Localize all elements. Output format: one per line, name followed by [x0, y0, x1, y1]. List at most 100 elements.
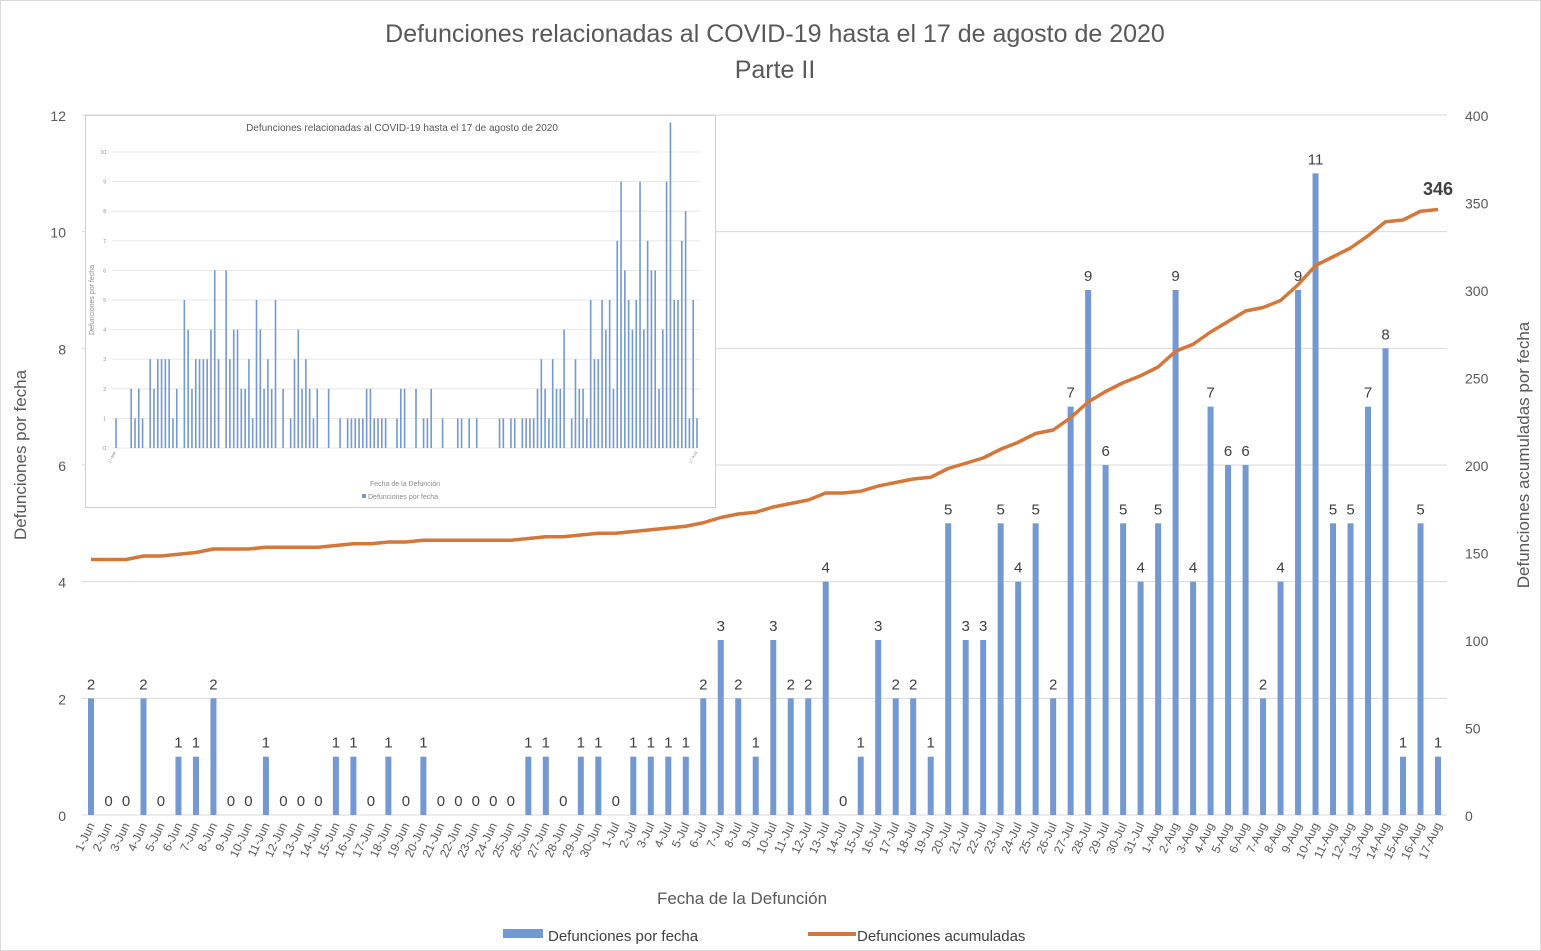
inset-bar	[403, 388, 406, 448]
inset-bar	[115, 418, 117, 448]
bar	[857, 756, 864, 815]
bar	[997, 523, 1004, 815]
bar	[735, 698, 742, 815]
inset-bar	[153, 388, 155, 448]
bar	[1382, 348, 1389, 815]
bar-value-label: 2	[804, 676, 812, 693]
bar	[927, 756, 934, 815]
inset-bar	[156, 359, 159, 448]
bar	[192, 756, 199, 815]
bar	[1365, 406, 1372, 815]
inset-bar	[597, 359, 600, 448]
inset-bar	[312, 418, 315, 448]
bar	[1190, 581, 1197, 815]
bar-value-label: 3	[979, 618, 987, 635]
inset-bar	[498, 418, 501, 448]
inset-bar	[168, 359, 170, 448]
inset-bar	[601, 300, 603, 448]
bar-value-label: 1	[752, 735, 760, 752]
bar	[88, 698, 94, 815]
legend-line-label: Defunciones acumuladas	[857, 928, 1025, 945]
y-tick-label: 10	[50, 225, 66, 241]
bar	[1417, 523, 1424, 815]
bar	[1295, 290, 1302, 815]
inset-bar	[684, 211, 687, 448]
bar-value-label: 0	[244, 793, 252, 810]
bar-value-label: 0	[839, 793, 847, 810]
inset-bar	[175, 388, 178, 448]
inset-bar	[327, 388, 330, 448]
bar-value-label: 2	[1259, 676, 1267, 693]
bar-value-label: 1	[629, 735, 637, 752]
inset-bar	[354, 418, 357, 448]
bar-value-label: 5	[1346, 501, 1354, 518]
bars	[88, 173, 1441, 816]
bar-value-label: 1	[594, 735, 602, 752]
inset-bar	[643, 329, 645, 448]
bar-value-label: 1	[349, 735, 357, 752]
inset-bar	[396, 418, 398, 448]
bar-value-label: 2	[787, 676, 795, 693]
bar	[682, 756, 689, 815]
bar-value-label: 1	[1434, 735, 1442, 752]
inset-bar	[236, 329, 239, 448]
inset-bar	[574, 359, 577, 448]
inset-bar	[677, 300, 679, 448]
bar-value-label: 0	[402, 793, 410, 810]
y2-tick-label: 100	[1465, 633, 1489, 649]
bar-value-label: 1	[262, 735, 270, 752]
inset-bar	[415, 388, 417, 448]
y2-tick-label: 200	[1465, 458, 1489, 474]
inset-y-tick-label: 7	[103, 239, 106, 245]
inset-y-axis-title: Defunciones por fecha	[89, 265, 96, 335]
inset-bar	[608, 300, 611, 448]
inset-bar	[563, 329, 565, 448]
inset-bar	[381, 418, 383, 448]
bar-value-label: 0	[437, 793, 445, 810]
inset-bar	[373, 418, 376, 448]
bar	[1102, 465, 1109, 815]
cumulative-line-path	[91, 207, 1439, 562]
bar-value-label: 7	[1066, 385, 1074, 402]
bar-value-label: 4	[1014, 560, 1022, 577]
bar-value-label: 5	[944, 501, 952, 518]
bar-value-label: 0	[367, 793, 375, 810]
inset-y-tick-label: 9	[103, 180, 106, 186]
bar	[577, 756, 584, 815]
bar-value-label: 1	[174, 735, 182, 752]
bar	[1085, 290, 1092, 815]
inset-bar	[548, 418, 550, 448]
inset-bar	[456, 418, 459, 448]
inset-bar	[654, 270, 657, 448]
inset-bar	[475, 418, 478, 448]
bar	[1032, 523, 1039, 815]
inset-bar	[521, 418, 524, 448]
y2-tick-label: 300	[1465, 283, 1489, 299]
inset-bar	[350, 418, 353, 448]
bar-value-label: 1	[192, 735, 200, 752]
inset-bar	[570, 418, 573, 448]
inset-bar	[631, 329, 634, 448]
bar	[1260, 698, 1267, 815]
y2-tick-label: 0	[1465, 808, 1473, 824]
y-tick-label: 8	[58, 341, 66, 357]
bar-value-label: 2	[909, 676, 917, 693]
inset-bar	[502, 418, 505, 448]
bar-value-label: 5	[1416, 501, 1424, 518]
bar	[1330, 523, 1337, 815]
bar-value-label: 3	[874, 618, 882, 635]
inset-bar	[669, 122, 672, 449]
inset-bar	[559, 388, 562, 448]
bar	[805, 698, 812, 815]
inset-bar	[244, 388, 246, 448]
chart-title: Defunciones relacionadas al COVID-19 has…	[385, 20, 1165, 48]
bar-value-label: 2	[1049, 676, 1057, 693]
inset-bar	[639, 181, 641, 448]
bar	[332, 756, 339, 815]
inset-bar	[134, 418, 136, 448]
inset-bar	[665, 181, 668, 448]
inset-bar	[206, 359, 208, 448]
bar	[892, 698, 899, 815]
bar-value-label: 4	[822, 560, 830, 577]
